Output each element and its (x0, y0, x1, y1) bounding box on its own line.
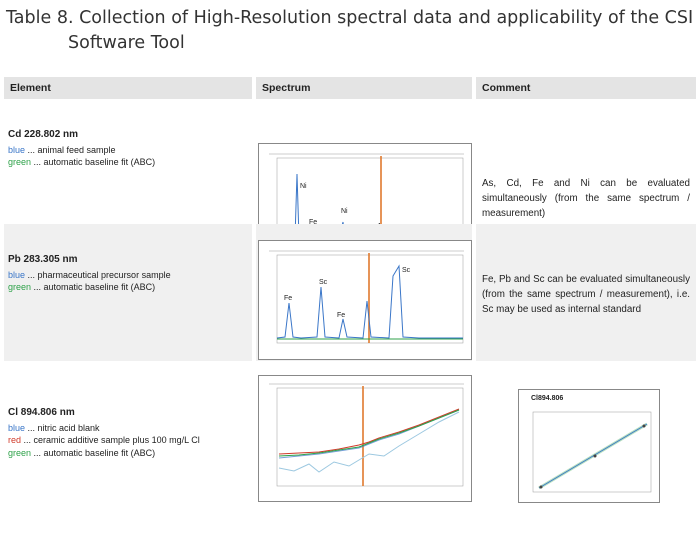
spectrum-cell: Ni Fe Ni As (252, 99, 474, 262)
table-title: Table 8. Collection of High-Resolution s… (6, 6, 696, 56)
element-cell: Cl 894.806 nm blue ... nitric acid blank… (4, 361, 254, 523)
header-row: Element Spectrum Comment (4, 77, 696, 99)
peak-label: Fe (284, 295, 292, 302)
element-name: Cl 894.806 nm (8, 407, 75, 418)
peak-label: Ni (300, 183, 307, 190)
spectrum-plot (258, 375, 472, 502)
peak-label: Fe (309, 219, 317, 226)
element-name: Pb 283.305 nm (8, 254, 78, 265)
comment-cell: As, Cd, Fe and Ni can be evaluated simul… (472, 99, 696, 224)
title-line-1: Table 8. Collection of High-Resolution s… (6, 8, 694, 28)
header-spectrum: Spectrum (252, 77, 474, 99)
element-cell: Cd 228.802 nm blue ... animal feed sampl… (4, 99, 254, 224)
header-element: Element (4, 77, 254, 99)
legend-line: green ... automatic baseline fit (ABC) (8, 282, 156, 292)
comment-cell: Fe, Pb and Sc can be evaluated simultane… (472, 224, 696, 361)
spectrum-plot: Fe Sc Fe Sc (258, 240, 472, 360)
peak-label: Fe (337, 312, 345, 319)
legend-line: blue ... animal feed sample (8, 144, 116, 155)
header-comment: Comment (472, 77, 696, 99)
table-row: Pb 283.305 nm blue ... pharmaceutical pr… (4, 224, 696, 361)
element-cell: Pb 283.305 nm blue ... pharmaceutical pr… (4, 224, 254, 361)
legend-line: green ... automatic baseline fit (ABC) (8, 157, 156, 167)
spectrum-cell (252, 361, 474, 523)
spectrum-cell: Fe Sc Fe Sc (252, 224, 474, 361)
comment-text: As, Cd, Fe and Ni can be evaluated simul… (482, 178, 690, 219)
legend-line: blue ... pharmaceutical precursor sample (8, 269, 171, 280)
legend-line: red ... ceramic additive sample plus 100… (8, 435, 200, 445)
inset-title: Cl894.806 (531, 395, 563, 402)
legend-line: blue ... nitric acid blank (8, 422, 100, 433)
data-table: Element Spectrum Comment Cd 228.802 nm b… (4, 77, 696, 523)
table-row: Cl 894.806 nm blue ... nitric acid blank… (4, 361, 696, 523)
peak-label: Ni (341, 208, 348, 215)
peak-label: Sc (319, 279, 328, 286)
comment-cell: Cl894.806 (472, 361, 696, 523)
table-row: Cd 228.802 nm blue ... animal feed sampl… (4, 99, 696, 262)
element-name: Cd 228.802 nm (8, 129, 79, 140)
title-line-2: Software Tool (68, 33, 185, 53)
peak-label: Sc (402, 267, 411, 274)
legend-line: green ... automatic baseline fit (ABC) (8, 447, 156, 458)
comment-text: Fe, Pb and Sc can be evaluated simultane… (482, 274, 690, 315)
calibration-inset: Cl894.806 (518, 389, 660, 503)
